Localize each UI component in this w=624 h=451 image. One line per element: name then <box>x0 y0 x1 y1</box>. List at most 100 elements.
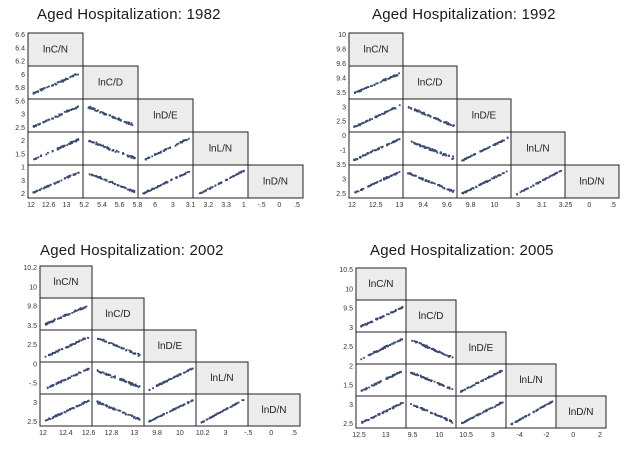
data-point <box>159 151 162 154</box>
data-point <box>413 142 416 145</box>
data-point <box>420 342 422 345</box>
data-point <box>113 407 115 410</box>
data-point <box>63 379 66 381</box>
data-point <box>470 417 472 420</box>
data-point <box>101 403 104 406</box>
scatter-points <box>97 337 141 357</box>
data-point <box>214 184 217 187</box>
data-point <box>106 147 109 150</box>
data-point <box>354 91 356 94</box>
y-tick-label: 9.5 <box>343 306 353 313</box>
scatter-points <box>32 171 80 194</box>
data-point <box>442 152 445 155</box>
data-point <box>76 138 79 141</box>
data-point <box>543 178 546 181</box>
scatter-matrix-1992: lnC/NlnC/DlnD/ElnL/NlnD/N109.89.69.43.53… <box>336 32 620 209</box>
data-point <box>52 416 55 419</box>
data-point <box>45 119 48 122</box>
data-point <box>42 187 45 190</box>
data-point <box>428 149 431 151</box>
variable-label: lnD/E <box>469 343 494 354</box>
data-point <box>51 149 54 152</box>
scatter-points <box>32 105 79 128</box>
data-point <box>208 188 211 191</box>
data-point <box>92 141 95 144</box>
data-point <box>389 109 392 111</box>
data-point <box>381 112 383 115</box>
data-point <box>450 124 452 126</box>
data-point <box>535 410 538 412</box>
data-point <box>92 174 95 177</box>
data-point <box>137 355 140 357</box>
y-tick-label: 3.5 <box>27 323 37 330</box>
data-point <box>451 190 454 193</box>
data-point <box>388 376 391 379</box>
data-point <box>379 317 382 320</box>
data-point <box>448 386 451 389</box>
data-point <box>369 183 372 186</box>
data-point <box>530 186 532 188</box>
data-point <box>419 145 422 148</box>
data-point <box>107 373 110 376</box>
data-point <box>362 187 365 190</box>
x-tick-label: 0 <box>277 202 281 209</box>
data-point <box>447 123 450 126</box>
data-point <box>60 113 63 116</box>
variable-label: lnD/E <box>153 111 178 122</box>
data-point <box>397 404 400 406</box>
data-point <box>551 400 554 403</box>
data-point <box>55 382 58 385</box>
data-point <box>558 170 561 173</box>
x-tick-label: 9.8 <box>466 202 476 209</box>
data-point <box>416 405 418 408</box>
data-point <box>35 157 38 159</box>
data-point <box>131 156 133 159</box>
data-point <box>130 123 132 126</box>
data-point <box>485 378 487 380</box>
data-point <box>407 106 410 108</box>
data-point <box>438 414 441 417</box>
data-point <box>213 415 215 417</box>
x-tick-label: 12.6 <box>42 202 56 209</box>
data-point <box>486 409 489 412</box>
data-point <box>495 176 498 179</box>
data-point <box>398 170 401 173</box>
data-point <box>443 353 446 356</box>
x-tick-label: 5.2 <box>79 202 89 209</box>
data-point <box>217 182 220 185</box>
data-point <box>470 154 473 157</box>
data-point <box>217 412 220 414</box>
data-point <box>364 323 367 326</box>
data-point <box>44 419 47 422</box>
data-point <box>489 179 491 182</box>
data-point <box>63 144 66 147</box>
data-point <box>437 184 439 186</box>
data-point <box>119 119 122 122</box>
scatter-matrix-2005: lnC/N lnC/D lnD/E lnL/N lnD/N 10.5 10 9.5 3 2.5 2 1… <box>339 267 607 439</box>
y-tick-label: 9.4 <box>336 75 346 82</box>
data-point <box>56 413 59 416</box>
data-point <box>132 156 135 159</box>
data-point <box>443 187 446 190</box>
data-point <box>485 410 487 413</box>
data-point <box>153 418 156 420</box>
data-point <box>131 415 133 418</box>
data-point <box>440 152 443 155</box>
data-point <box>33 191 36 194</box>
data-point <box>43 121 46 123</box>
data-point <box>45 186 48 188</box>
y-tick-label: 9.8 <box>336 46 346 53</box>
data-point <box>421 111 424 114</box>
data-point <box>431 149 434 152</box>
data-point <box>501 172 504 175</box>
data-point <box>429 114 431 117</box>
data-point <box>430 149 432 152</box>
data-point <box>174 407 177 410</box>
data-point <box>83 400 86 403</box>
data-point <box>56 381 59 384</box>
data-point <box>234 173 237 176</box>
data-point <box>176 374 179 377</box>
scatter-cell <box>402 164 458 199</box>
scatter-points <box>88 139 136 160</box>
data-point <box>165 181 168 184</box>
